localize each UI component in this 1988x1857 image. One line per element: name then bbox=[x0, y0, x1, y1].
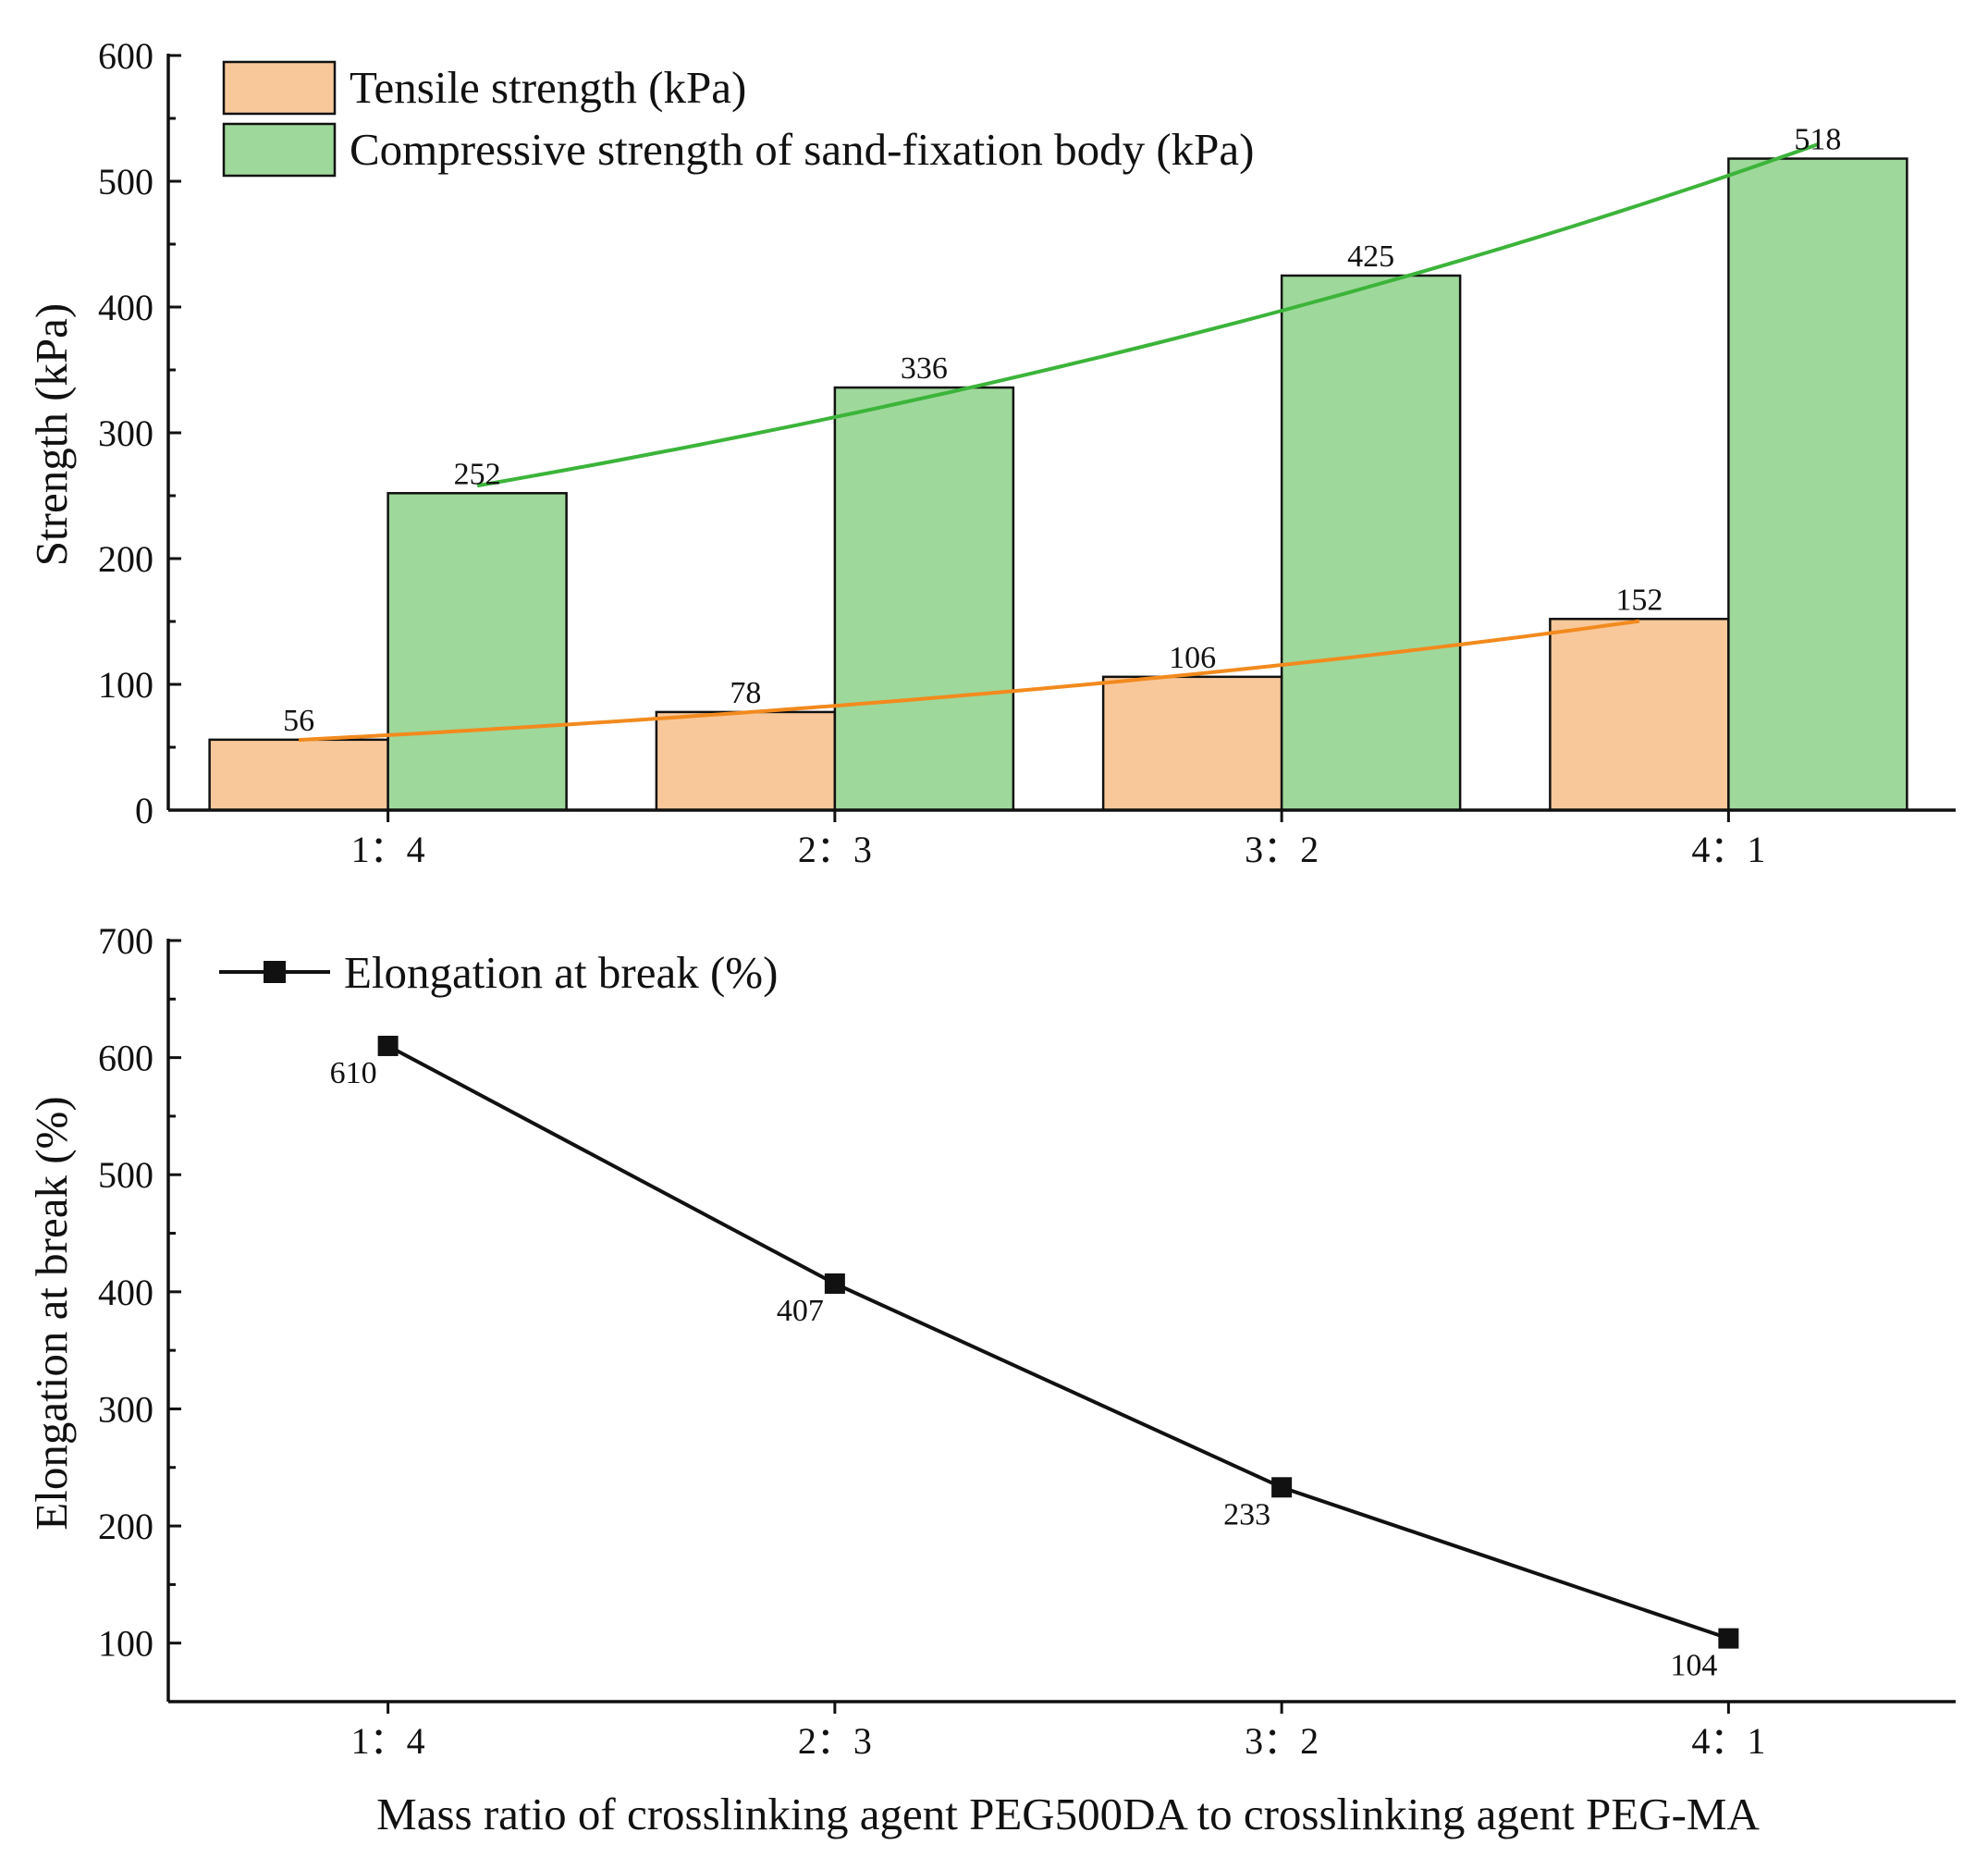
bar-compressive bbox=[833, 386, 1015, 812]
bottom-y-tick-label: 400 bbox=[98, 1272, 153, 1313]
bottom-y-tick-label: 200 bbox=[98, 1506, 153, 1547]
data-label-tensile: 56 bbox=[283, 704, 314, 738]
top-y-tick-label: 0 bbox=[135, 790, 153, 831]
elongation-data-label: 610 bbox=[330, 1056, 377, 1090]
bottom-y-tick-label: 300 bbox=[98, 1388, 153, 1430]
elongation-series-group: 610 407 233 104 bbox=[330, 1035, 1739, 1683]
bars-group bbox=[208, 157, 1908, 812]
elongation-marker bbox=[1718, 1628, 1739, 1649]
legend-swatch-tensile bbox=[222, 60, 337, 116]
data-label-compressive: 252 bbox=[454, 457, 501, 491]
top-x-tick-label: 4：1 bbox=[1691, 829, 1765, 870]
bar-tensile bbox=[208, 738, 389, 812]
elongation-data-label: 407 bbox=[777, 1294, 824, 1328]
data-label-tensile: 152 bbox=[1615, 583, 1663, 617]
bottom-legend: Elongation at break (%) bbox=[219, 947, 778, 998]
top-y-tick-label: 200 bbox=[98, 538, 153, 580]
top-y-tick-label: 600 bbox=[98, 35, 153, 77]
legend-label-tensile: Tensile strength (kPa) bbox=[350, 62, 746, 113]
legend-label-compressive: Compressive strength of sand-fixation bo… bbox=[350, 124, 1254, 175]
bar-tensile bbox=[1549, 618, 1730, 812]
bottom-x-axis-title: Mass ratio of crosslinking agent PEG500D… bbox=[376, 1789, 1760, 1839]
bar-data-labels-group: 56 78 106 152 252 336 425 518 bbox=[283, 123, 1841, 738]
top-axes-group: 0 100 200 300 400 500 600 1：4 2：3 3：2 4：1 bbox=[98, 35, 1956, 870]
elongation-data-label: 104 bbox=[1670, 1649, 1717, 1683]
trend-lines-group bbox=[298, 142, 1819, 743]
top-y-tick-label: 300 bbox=[98, 412, 153, 454]
top-x-tick-label: 1：4 bbox=[351, 829, 425, 870]
bar-tensile bbox=[1101, 675, 1283, 812]
bottom-y-axis-title: Elongation at break (%) bbox=[26, 1096, 77, 1530]
bottom-y-tick-label: 700 bbox=[98, 920, 153, 962]
data-label-compressive: 336 bbox=[901, 351, 948, 386]
top-y-tick-label: 400 bbox=[98, 287, 153, 328]
elongation-data-label: 233 bbox=[1223, 1497, 1270, 1531]
bottom-x-tick-label: 1：4 bbox=[351, 1720, 425, 1762]
bottom-y-tick-label: 600 bbox=[98, 1038, 153, 1079]
bottom-y-tick-label: 500 bbox=[98, 1154, 153, 1196]
bottom-axes-group: 100 200 300 400 500 600 700 1：4 2：3 3：2 4：1 bbox=[98, 920, 1956, 1762]
bottom-x-tick-label: 4：1 bbox=[1691, 1720, 1765, 1762]
trend-line-tensile bbox=[298, 619, 1640, 743]
data-label-compressive: 425 bbox=[1347, 240, 1394, 274]
legend-label-elongation: Elongation at break (%) bbox=[344, 947, 778, 998]
strength-bar-chart: 56 78 106 152 252 336 425 518 0 100 200 300 400 500 6… bbox=[26, 35, 1956, 870]
legend-swatch-compressive bbox=[222, 122, 337, 178]
trend-line-compressive bbox=[476, 142, 1819, 488]
elongation-marker bbox=[824, 1273, 845, 1294]
elongation-marker bbox=[1271, 1477, 1293, 1498]
elongation-marker bbox=[377, 1035, 399, 1056]
bottom-x-tick-label: 3：2 bbox=[1245, 1720, 1319, 1762]
elongation-line-chart: 100 200 300 400 500 600 700 1：4 2：3 3：2 4：1 610 407… bbox=[26, 920, 1956, 1839]
top-y-tick-label: 100 bbox=[98, 664, 153, 706]
data-label-tensile: 106 bbox=[1169, 641, 1216, 675]
top-x-tick-label: 2：3 bbox=[798, 829, 872, 870]
bar-compressive bbox=[1280, 274, 1462, 812]
bottom-y-tick-label: 100 bbox=[98, 1623, 153, 1665]
elongation-line bbox=[387, 1044, 1730, 1641]
data-label-tensile: 78 bbox=[730, 676, 761, 710]
bar-compressive bbox=[1727, 157, 1908, 812]
bar-tensile bbox=[655, 710, 837, 812]
bar-compressive bbox=[387, 492, 568, 812]
top-y-tick-label: 500 bbox=[98, 161, 153, 203]
top-y-axis-title: Strength (kPa) bbox=[26, 303, 77, 566]
legend-marker-elongation bbox=[264, 961, 286, 983]
data-label-compressive: 518 bbox=[1794, 123, 1841, 157]
top-legend: Tensile strength (kPa) Compressive stren… bbox=[222, 60, 1254, 178]
bottom-x-tick-label: 2：3 bbox=[798, 1720, 872, 1762]
top-x-tick-label: 3：2 bbox=[1245, 829, 1319, 870]
